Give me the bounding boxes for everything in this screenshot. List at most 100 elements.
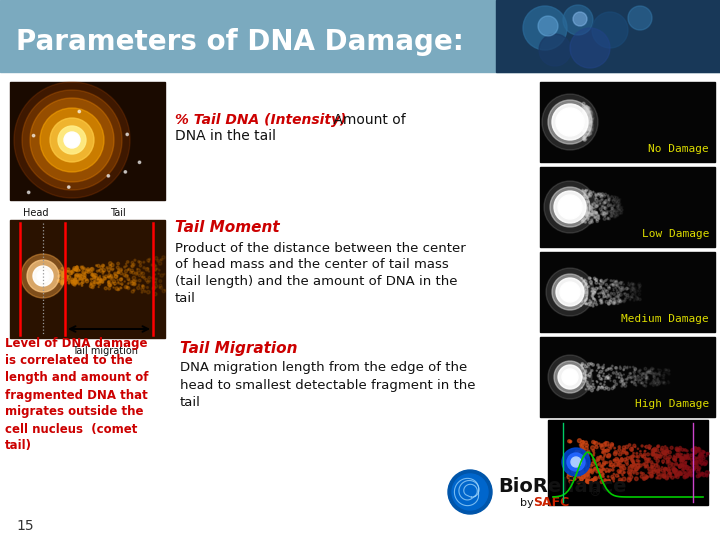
- Circle shape: [141, 288, 144, 291]
- Circle shape: [585, 107, 588, 110]
- Circle shape: [664, 455, 667, 459]
- Circle shape: [631, 449, 633, 451]
- Circle shape: [653, 375, 655, 377]
- Circle shape: [631, 455, 634, 458]
- Circle shape: [125, 286, 127, 288]
- Circle shape: [75, 274, 76, 276]
- Circle shape: [138, 279, 141, 282]
- Circle shape: [609, 287, 610, 288]
- Circle shape: [589, 386, 591, 388]
- Circle shape: [699, 457, 701, 458]
- Circle shape: [605, 442, 607, 443]
- Circle shape: [585, 113, 587, 114]
- Circle shape: [651, 475, 652, 477]
- Circle shape: [696, 463, 697, 464]
- Circle shape: [625, 460, 629, 463]
- Circle shape: [588, 193, 590, 195]
- Circle shape: [108, 274, 111, 276]
- Circle shape: [605, 300, 608, 303]
- Circle shape: [685, 472, 687, 475]
- Circle shape: [607, 218, 608, 220]
- Circle shape: [588, 112, 590, 114]
- Circle shape: [593, 478, 595, 480]
- Circle shape: [621, 284, 622, 285]
- Circle shape: [68, 271, 69, 272]
- Circle shape: [703, 452, 705, 453]
- Circle shape: [595, 216, 597, 218]
- Circle shape: [583, 130, 585, 131]
- Circle shape: [590, 362, 593, 365]
- Circle shape: [588, 114, 590, 116]
- Circle shape: [618, 299, 621, 301]
- Circle shape: [615, 199, 618, 202]
- Circle shape: [583, 135, 585, 137]
- Circle shape: [618, 297, 619, 298]
- Circle shape: [588, 303, 590, 306]
- Circle shape: [583, 206, 585, 208]
- Circle shape: [598, 475, 602, 478]
- Circle shape: [641, 376, 644, 379]
- Circle shape: [523, 6, 567, 50]
- Circle shape: [617, 470, 620, 472]
- Circle shape: [120, 278, 122, 281]
- Circle shape: [695, 465, 698, 468]
- Circle shape: [114, 284, 115, 285]
- Circle shape: [595, 205, 598, 208]
- Circle shape: [585, 111, 586, 112]
- Circle shape: [588, 373, 591, 376]
- Circle shape: [597, 364, 599, 366]
- Circle shape: [616, 371, 617, 372]
- Circle shape: [583, 129, 585, 130]
- Circle shape: [699, 473, 701, 475]
- Circle shape: [590, 131, 592, 133]
- Circle shape: [570, 441, 571, 443]
- Circle shape: [584, 115, 586, 117]
- Circle shape: [588, 107, 590, 109]
- Circle shape: [586, 110, 588, 111]
- Circle shape: [569, 455, 573, 459]
- Circle shape: [685, 455, 688, 458]
- Circle shape: [563, 5, 593, 35]
- Circle shape: [648, 379, 649, 380]
- Circle shape: [597, 469, 600, 472]
- Circle shape: [591, 118, 593, 120]
- Circle shape: [65, 271, 66, 272]
- Circle shape: [585, 190, 587, 192]
- Circle shape: [603, 387, 606, 390]
- Circle shape: [585, 125, 588, 127]
- Circle shape: [615, 367, 618, 369]
- Circle shape: [692, 465, 694, 467]
- Text: length and amount of: length and amount of: [5, 372, 148, 384]
- Circle shape: [585, 477, 587, 479]
- Circle shape: [603, 476, 604, 477]
- Circle shape: [672, 456, 676, 460]
- Circle shape: [639, 373, 640, 374]
- Circle shape: [590, 446, 595, 450]
- Circle shape: [107, 174, 109, 177]
- Circle shape: [700, 458, 703, 462]
- Circle shape: [112, 282, 114, 284]
- Circle shape: [585, 125, 588, 127]
- Circle shape: [71, 280, 74, 283]
- Circle shape: [147, 268, 149, 269]
- Circle shape: [109, 276, 112, 279]
- Circle shape: [590, 120, 593, 123]
- Circle shape: [629, 447, 634, 451]
- Circle shape: [69, 271, 72, 275]
- Circle shape: [593, 298, 594, 299]
- Circle shape: [587, 218, 589, 220]
- Circle shape: [586, 109, 588, 111]
- Circle shape: [673, 455, 675, 456]
- Circle shape: [594, 217, 595, 219]
- Circle shape: [696, 457, 698, 459]
- Circle shape: [155, 285, 158, 288]
- Circle shape: [73, 279, 77, 282]
- Circle shape: [631, 297, 633, 299]
- Circle shape: [646, 376, 648, 379]
- Circle shape: [132, 280, 136, 283]
- Circle shape: [608, 218, 611, 220]
- Circle shape: [134, 283, 136, 285]
- Circle shape: [668, 461, 670, 463]
- Circle shape: [599, 208, 602, 211]
- Circle shape: [591, 207, 593, 209]
